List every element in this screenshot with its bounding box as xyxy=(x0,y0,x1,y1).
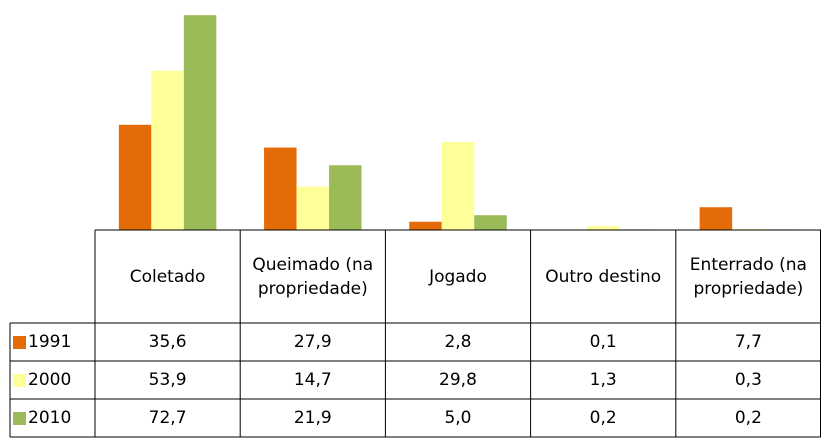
value-label: 0,2 xyxy=(734,408,762,428)
legend-entry: 1991 xyxy=(10,323,95,361)
value-label: 0,1 xyxy=(589,332,617,352)
value-label: 29,8 xyxy=(439,370,477,390)
value-label: 21,9 xyxy=(293,408,332,428)
value-label: 27,9 xyxy=(293,332,332,352)
legend-label: 1991 xyxy=(28,332,72,352)
legend-swatch xyxy=(13,373,26,387)
value-label: 0,3 xyxy=(734,370,762,390)
value-label: 2,8 xyxy=(444,332,472,352)
value-label: 14,7 xyxy=(293,370,332,390)
legend-swatch xyxy=(13,411,26,425)
bar xyxy=(409,221,442,230)
bar xyxy=(441,141,475,230)
bar xyxy=(151,70,184,231)
category-label: Enterrado (na propriedade) xyxy=(689,254,807,299)
value-label: 1,3 xyxy=(589,370,617,390)
value-label: 7,7 xyxy=(734,332,762,352)
bar xyxy=(296,186,330,230)
category-label: Queimado (na propriedade) xyxy=(252,254,374,299)
bar xyxy=(329,165,362,230)
legend-entry: 2010 xyxy=(10,399,95,437)
value-label: 5,0 xyxy=(444,408,472,428)
bar xyxy=(474,215,507,230)
bar xyxy=(586,226,620,230)
category-label: Jogado xyxy=(429,266,487,287)
category-label: Coletado xyxy=(129,266,206,287)
value-label: 35,6 xyxy=(148,332,187,352)
bar xyxy=(118,124,152,230)
bar xyxy=(699,207,733,230)
bar xyxy=(183,15,217,231)
value-label: 0,2 xyxy=(589,408,617,428)
value-label: 53,9 xyxy=(148,370,187,390)
legend-label: 2000 xyxy=(28,370,72,390)
legend-label: 2010 xyxy=(28,408,72,428)
legend-entry: 2000 xyxy=(10,361,95,399)
legend-swatch xyxy=(13,335,26,349)
bar xyxy=(264,147,297,230)
value-label: 72,7 xyxy=(148,408,187,428)
category-label: Outro destino xyxy=(545,266,662,287)
